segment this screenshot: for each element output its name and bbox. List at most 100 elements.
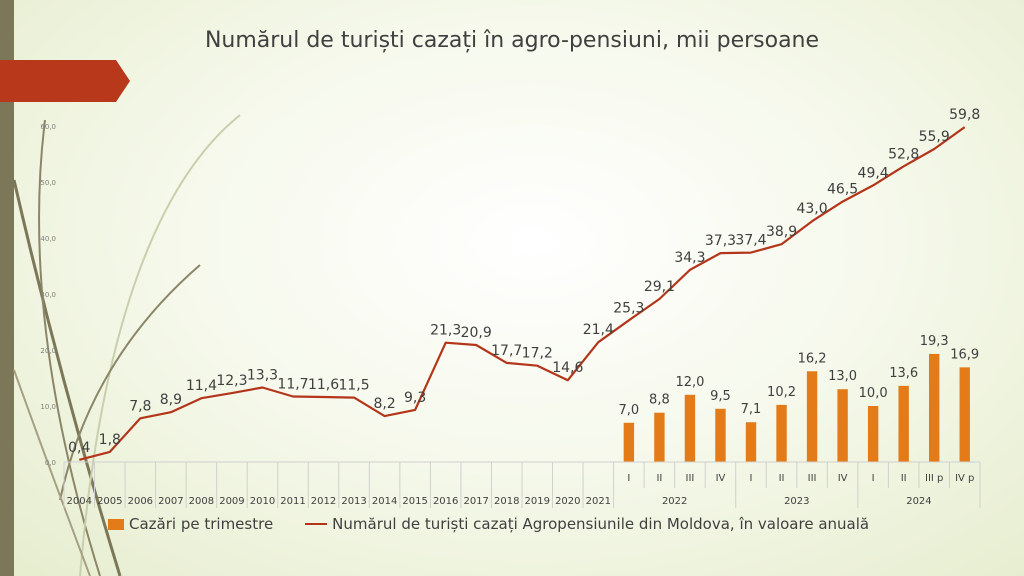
- line-data-label: 46,5: [827, 182, 858, 198]
- x-tick-label: II: [779, 473, 785, 484]
- bar-data-labels: 7,0 8,8 12,0 9,5 7,1 10,2 16,213,010,013,6 19,3…: [619, 334, 980, 418]
- x-tick-label: III: [808, 473, 817, 484]
- x-year-group-label: 2023: [784, 496, 809, 507]
- bar-data-label: 7,1: [741, 402, 762, 417]
- line-data-labels: 0,4 1,8 7,8 8,911,4 12,3 13,311,7 11,6 11,58,2 9…: [68, 107, 980, 456]
- left-decorative-strip: [0, 0, 14, 576]
- x-tick-label: I: [627, 473, 630, 484]
- legend-bar-swatch: [108, 518, 124, 530]
- line-data-label: 25,3: [613, 300, 644, 316]
- line-data-label: 0,4: [68, 440, 90, 456]
- y-tick-label: 60,0: [40, 123, 56, 131]
- line-data-label: 34,3: [674, 250, 705, 266]
- x-tick-label: 2017: [463, 496, 488, 507]
- x-tick-label: 2012: [311, 496, 336, 507]
- line-data-label: 14,6: [552, 360, 583, 376]
- bar-data-label: 8,8: [649, 393, 670, 408]
- line-data-label: 8,2: [373, 396, 395, 412]
- chart-title: Numărul de turiști cazați în agro-pensiu…: [204, 28, 820, 53]
- line-data-label: 11,5: [338, 378, 369, 394]
- line-data-label: 12,3: [216, 373, 247, 389]
- line-data-label: 13,3: [247, 368, 278, 384]
- line-data-label: 11,6: [308, 377, 339, 393]
- line-data-label: 11,4: [186, 378, 217, 394]
- y-tick-label: 50,0: [40, 179, 56, 187]
- line-data-label: 29,1: [644, 279, 675, 295]
- x-tick-label: I: [872, 473, 875, 484]
- y-tick-label: 0,0: [45, 459, 56, 467]
- y-tick-label: 10,0: [40, 403, 56, 411]
- x-tick-label: II: [901, 473, 907, 484]
- x-tick-label: III p: [925, 473, 943, 484]
- bar-series: [623, 353, 970, 462]
- line-data-label: 38,9: [766, 224, 797, 240]
- x-tick-label: 2020: [555, 496, 580, 507]
- x-tick-label: II: [656, 473, 662, 484]
- bar-data-label: 9,5: [710, 389, 731, 404]
- x-tick-label: 2016: [433, 496, 458, 507]
- bar: [837, 389, 848, 462]
- bar: [898, 385, 909, 462]
- x-axis: 2004 2005 2006 2007 2008 2009 2010 2011 2012 2013…: [63, 461, 981, 508]
- x-tick-label: 2007: [158, 496, 183, 507]
- bar: [715, 408, 726, 462]
- x-tick-label: 2010: [250, 496, 275, 507]
- legend-line-label: Numărul de turiști cazați Agropensiunile…: [332, 515, 870, 533]
- y-tick-label: 30,0: [40, 291, 56, 299]
- bar-data-label: 10,2: [767, 385, 796, 400]
- x-tick-label: III: [686, 473, 695, 484]
- bar: [806, 371, 818, 462]
- bar-data-label: 12,0: [675, 375, 704, 390]
- red-arrow-tag: [0, 60, 130, 102]
- line-data-label: 52,8: [888, 146, 919, 162]
- bar: [684, 394, 696, 462]
- x-tick-label: 2004: [67, 496, 92, 507]
- bar: [745, 422, 757, 462]
- bar: [654, 412, 665, 462]
- x-tick-label: 2015: [402, 496, 427, 507]
- x-year-group-label: 2022: [662, 496, 687, 507]
- legend: Cazări pe trimestre Numărul de turiști c…: [108, 515, 869, 533]
- x-tick-label: 2005: [97, 496, 122, 507]
- bar-data-label: 10,0: [859, 386, 888, 401]
- line-data-label: 21,4: [583, 322, 614, 338]
- x-tick-label: 2009: [219, 496, 244, 507]
- x-tick-label: IV p: [955, 473, 974, 484]
- line-data-label: 37,4: [735, 233, 766, 249]
- bar-data-label: 13,0: [828, 369, 857, 384]
- line-data-label: 21,3: [430, 323, 461, 339]
- x-tick-label: 2019: [525, 496, 550, 507]
- bar: [867, 406, 879, 462]
- line-data-label: 7,8: [129, 398, 151, 414]
- x-tick-label: I: [750, 473, 753, 484]
- line-data-label: 59,8: [949, 107, 980, 123]
- line-data-label: 11,7: [277, 376, 308, 392]
- legend-line-swatch: [305, 523, 328, 525]
- line-data-label: 9,3: [404, 390, 426, 406]
- line-data-label: 17,7: [491, 343, 522, 359]
- bar-data-label: 19,3: [920, 334, 949, 349]
- line-data-label: 43,0: [796, 201, 827, 217]
- bar: [959, 367, 970, 462]
- bar-data-label: 7,0: [619, 403, 640, 418]
- x-tick-label: 2013: [341, 496, 366, 507]
- x-year-group-label: 2024: [906, 496, 931, 507]
- line-data-label: 8,9: [160, 392, 182, 408]
- line-data-label: 17,2: [522, 346, 553, 362]
- decorative-swooshes: [12, 114, 241, 576]
- y-axis-labels: 0,010,020,030,040,050,060,070,0: [40, 67, 56, 467]
- bar-data-label: 13,6: [889, 366, 918, 381]
- bar-data-label: 16,2: [798, 351, 827, 366]
- line-data-label: 37,3: [705, 233, 736, 249]
- y-tick-label: 40,0: [40, 235, 56, 243]
- x-tick-label: 2011: [280, 496, 305, 507]
- line-data-label: 49,4: [858, 165, 889, 181]
- x-tick-label: 2021: [586, 496, 611, 507]
- bar: [623, 422, 635, 462]
- bar: [776, 404, 787, 462]
- line-data-label: 20,9: [461, 325, 492, 341]
- series-line: [79, 126, 966, 461]
- x-tick-label: 2006: [128, 496, 153, 507]
- x-tick-label: 2018: [494, 496, 519, 507]
